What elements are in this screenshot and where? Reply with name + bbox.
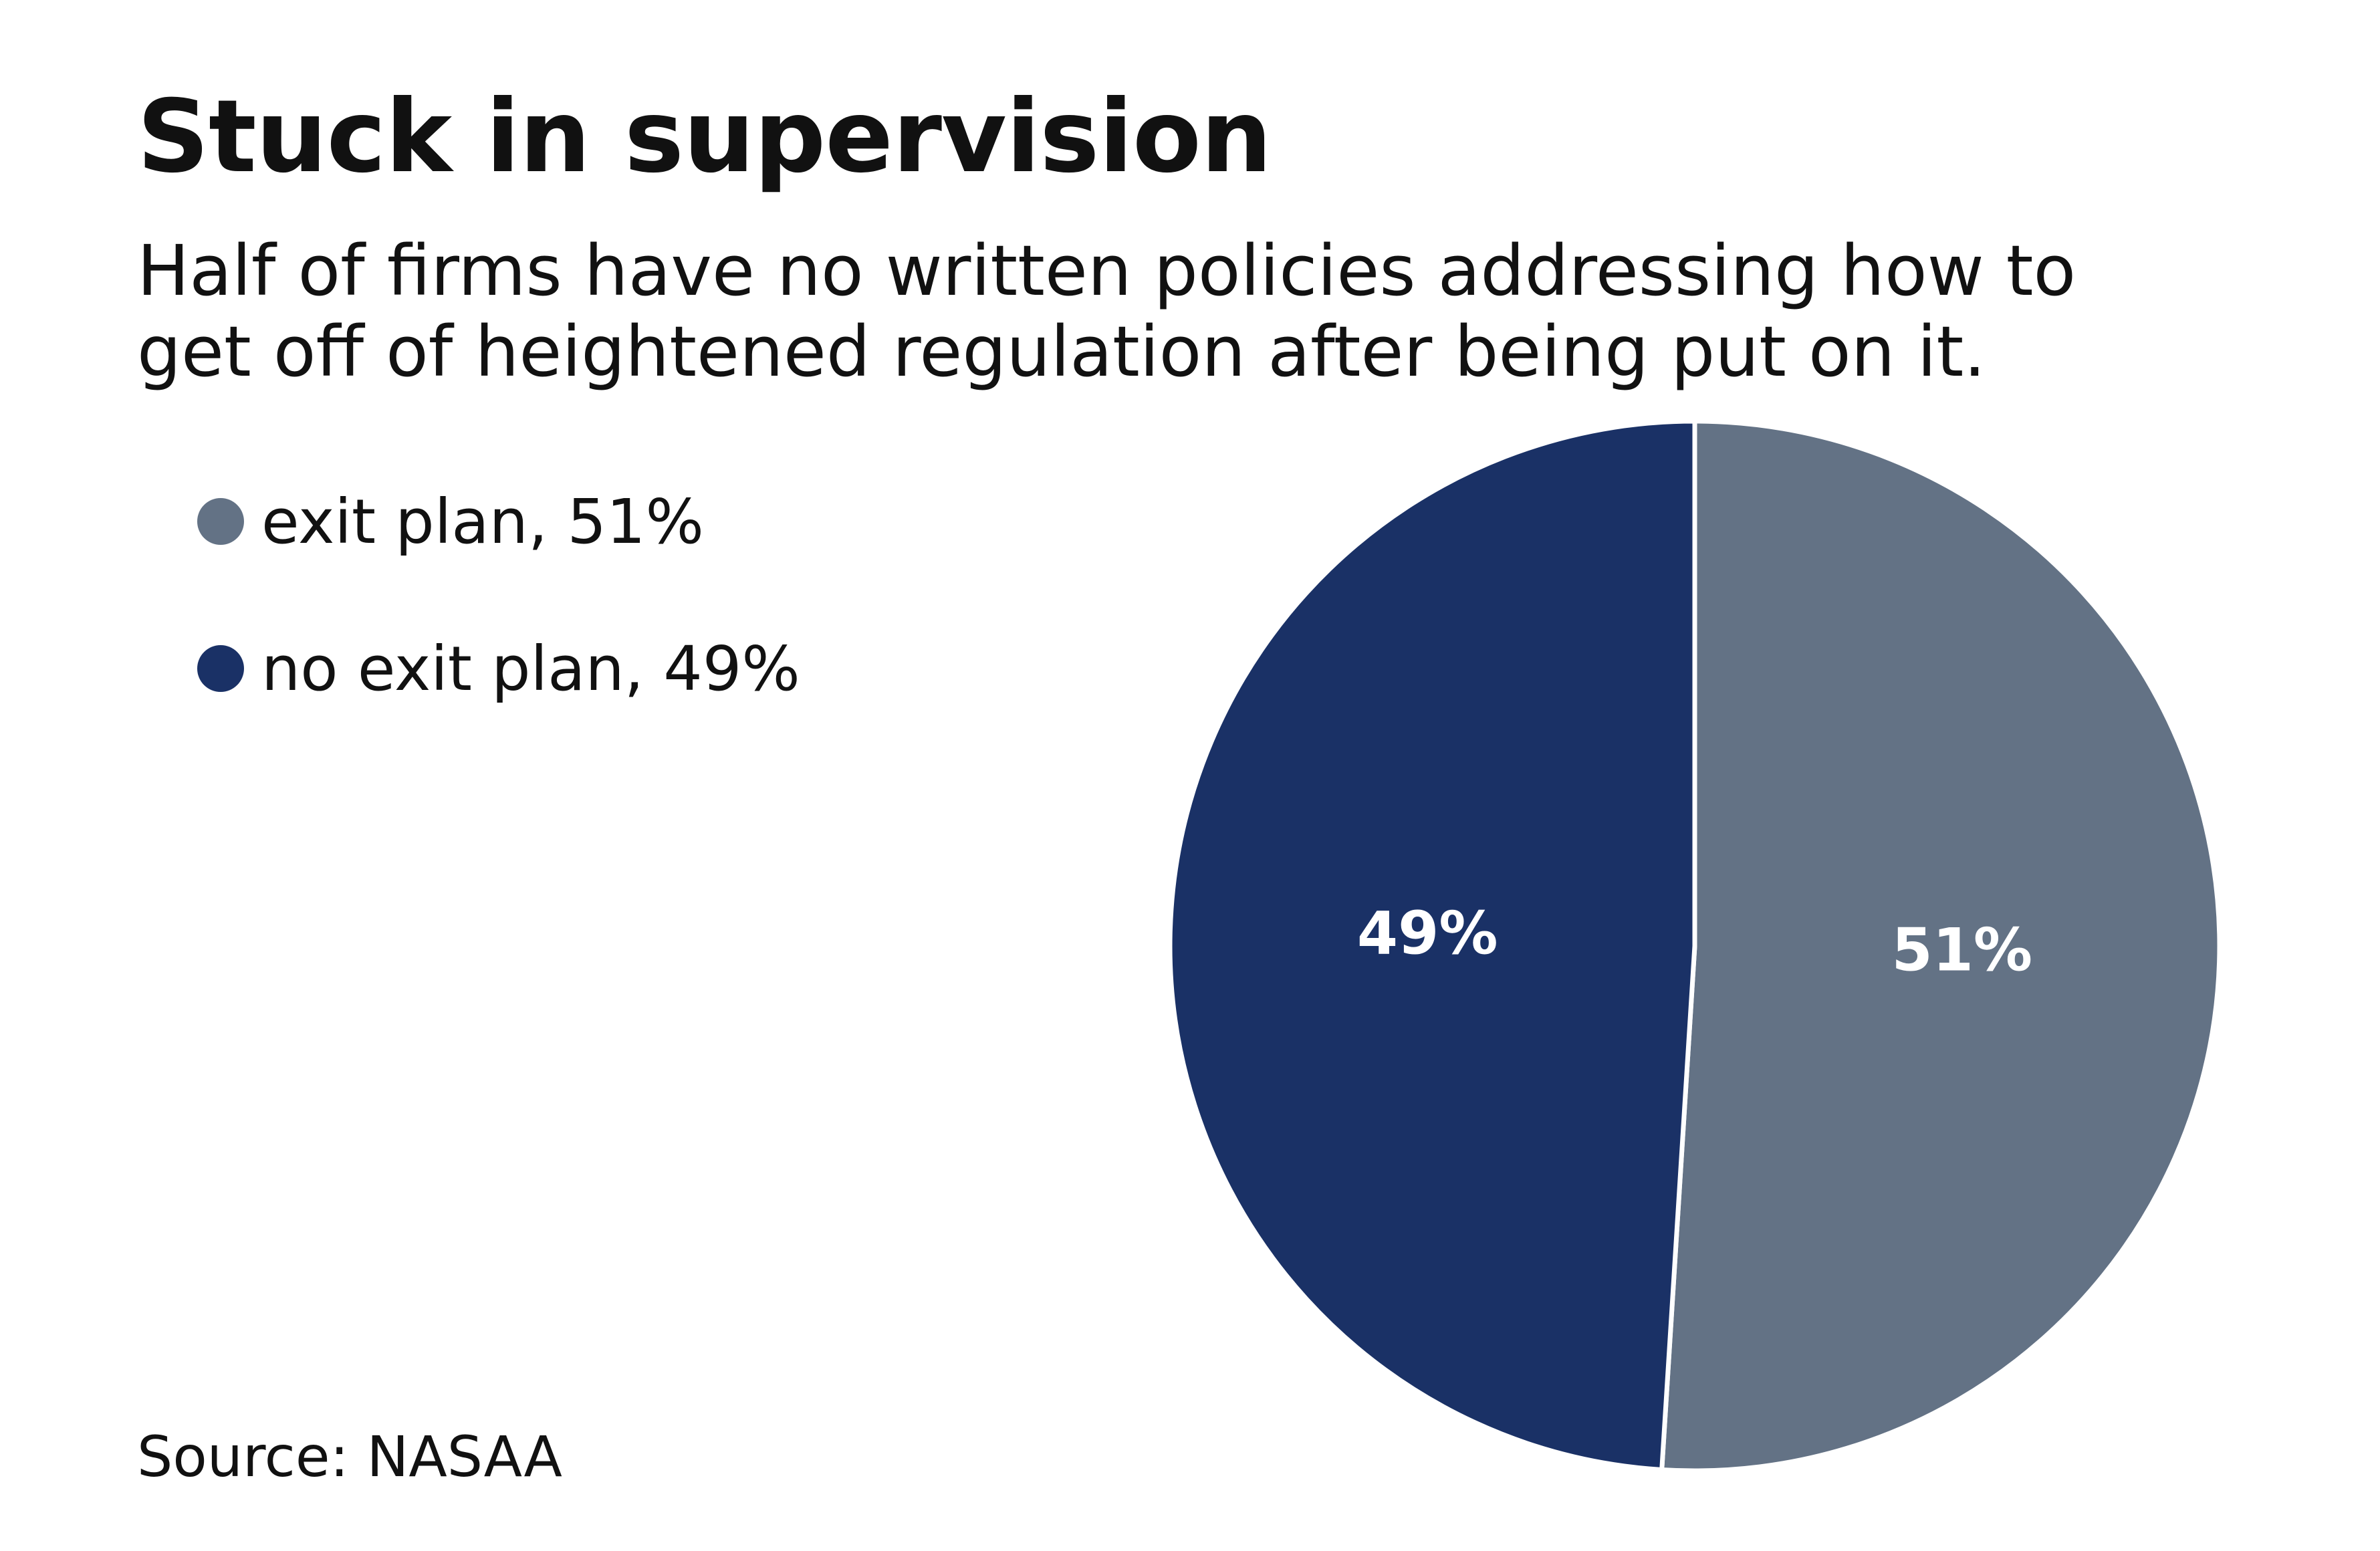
legend-swatch-no-exit-plan <box>197 645 244 692</box>
legend-item-no-exit-plan: no exit plan, 49% <box>197 628 800 709</box>
chart-title: Stuck in supervision <box>137 79 1272 195</box>
pie-label-no-exit-plan: 49% <box>1357 899 1498 967</box>
legend-label-no-exit-plan: no exit plan, 49% <box>261 632 800 705</box>
legend-swatch-exit-plan <box>197 498 244 545</box>
subtitle-line-2: get off of heightened regulation after b… <box>137 310 1986 392</box>
subtitle-line-1: Half of firms have no written policies a… <box>137 230 2076 312</box>
source-note: Source: NASAA <box>137 1424 562 1489</box>
legend-item-exit-plan: exit plan, 51% <box>197 481 800 562</box>
legend: exit plan, 51% no exit plan, 49% <box>197 481 800 776</box>
pie-slice-exit-plan <box>1659 419 2222 1473</box>
pie-label-exit-plan: 51% <box>1891 915 2032 984</box>
pie-slice-no-exit-plan <box>1167 419 1697 1472</box>
chart-subtitle: Half of firms have no written policies a… <box>137 231 2143 392</box>
legend-label-exit-plan: exit plan, 51% <box>261 485 704 558</box>
